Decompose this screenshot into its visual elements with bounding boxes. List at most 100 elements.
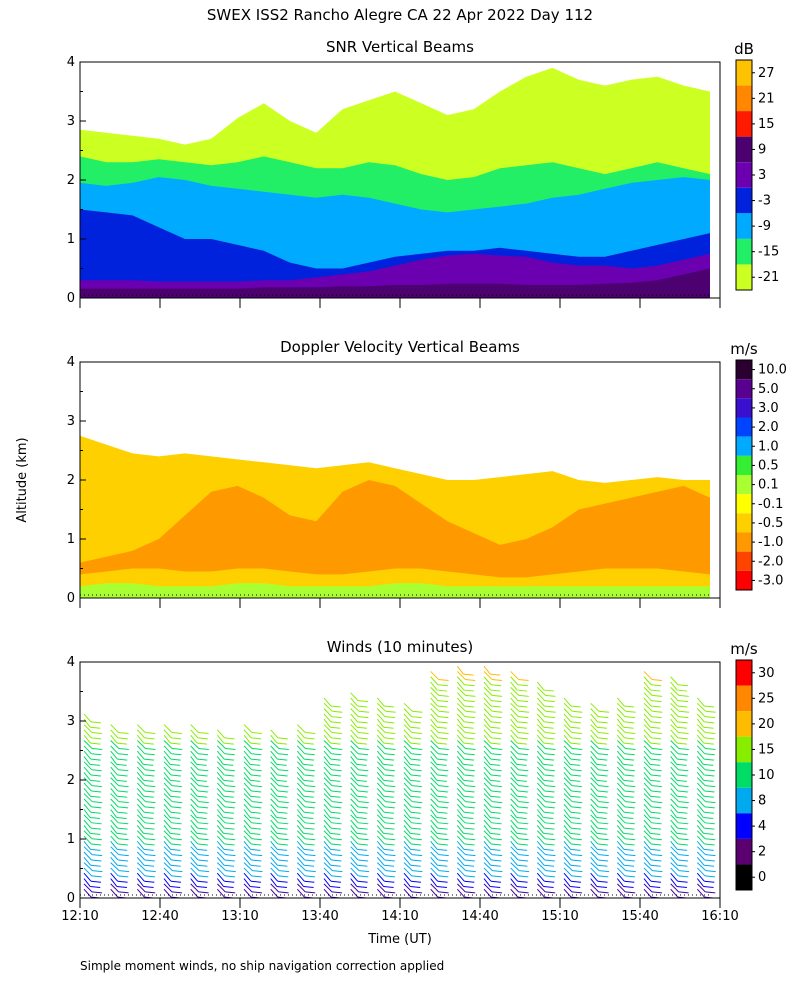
wind-barb — [243, 782, 262, 793]
wind-barb — [243, 862, 263, 873]
wind-barb — [110, 724, 129, 735]
wind-barb — [403, 718, 421, 729]
wind-barb — [110, 867, 129, 878]
wind-barb — [536, 835, 555, 846]
wind-barb — [243, 867, 262, 878]
wind-barb — [483, 671, 502, 681]
wind-barb — [190, 724, 209, 735]
wind-barb — [403, 766, 422, 777]
wind-barb — [536, 708, 556, 719]
wind-barb — [376, 798, 395, 809]
wind-barb — [296, 856, 315, 867]
wind-barb — [643, 809, 661, 819]
wind-barb — [510, 867, 529, 878]
wind-barb — [110, 798, 129, 809]
wind-barb — [243, 740, 263, 750]
wind-barb — [456, 846, 476, 857]
wind-barb — [456, 798, 475, 809]
wind-barb — [216, 803, 235, 814]
wind-barb — [136, 803, 155, 814]
wind-barb — [403, 756, 421, 766]
wind-barb — [270, 761, 289, 772]
wind-barb — [590, 713, 608, 724]
wind-barb — [136, 734, 154, 745]
wind-barb — [350, 803, 368, 814]
colorbar-label: -0.1 — [758, 497, 783, 512]
wind-barb — [243, 772, 261, 782]
wind-barb — [456, 697, 475, 708]
wind-barb — [296, 830, 316, 841]
wind-barb — [483, 798, 502, 809]
wind-barb — [323, 841, 341, 851]
wind-barb — [216, 883, 236, 894]
wind-barb — [616, 851, 635, 862]
wind-barb — [430, 798, 449, 809]
wind-barb — [590, 734, 608, 745]
wind-barb — [670, 772, 687, 782]
wind-barb — [403, 713, 422, 724]
wind-barb — [510, 830, 529, 841]
wind-barb — [350, 692, 369, 703]
wind-barb — [136, 830, 156, 841]
wind-barb — [403, 862, 423, 873]
wind-barb — [563, 782, 582, 793]
wind-barb — [110, 729, 128, 740]
wind-barb — [323, 819, 342, 830]
wind-barb — [376, 825, 394, 835]
wind-barb — [696, 846, 716, 857]
wind-barb — [510, 872, 528, 883]
wind-barb — [696, 841, 714, 851]
wind-barb — [670, 787, 688, 798]
wind-barb — [270, 883, 289, 894]
wind-barb — [430, 692, 449, 703]
wind-barb — [216, 888, 235, 898]
wind-barb — [590, 846, 609, 857]
wind-barb — [323, 708, 342, 719]
wind-barb — [616, 708, 636, 719]
wind-barb — [270, 787, 288, 798]
wind-barb — [430, 676, 448, 687]
wind-barb — [643, 835, 662, 846]
wind-barb — [536, 883, 556, 894]
wind-barb — [243, 724, 262, 735]
wind-barb — [643, 697, 661, 708]
wind-barb — [243, 878, 261, 889]
wind-barb — [670, 872, 688, 883]
wind-barb — [563, 766, 582, 777]
wind-barb — [403, 841, 421, 851]
colorbar-label: 25 — [758, 691, 775, 706]
wind-barb — [136, 851, 155, 862]
wind-barb — [83, 809, 101, 819]
x-axis-label: Time (UT) — [367, 932, 432, 947]
colorbar-swatch — [736, 813, 752, 839]
wind-barb — [430, 671, 449, 681]
colorbar-swatch — [736, 787, 752, 814]
wind-barb — [563, 718, 581, 729]
x-tick-label: 15:10 — [541, 909, 578, 924]
wind-barb — [430, 888, 448, 898]
colorbar-swatch — [736, 711, 752, 737]
wind-barb — [483, 787, 501, 798]
wind-barb — [323, 830, 342, 841]
wind-barb — [483, 702, 503, 713]
wind-barb — [110, 819, 128, 830]
wind-barb — [563, 793, 583, 804]
wind-barb — [376, 772, 394, 782]
wind-barb — [430, 713, 448, 724]
wind-barb — [216, 766, 235, 777]
wind-barb — [563, 878, 581, 889]
colorbar-unit: m/s — [730, 640, 758, 658]
wind-barb — [110, 846, 129, 857]
wind-barb — [243, 819, 262, 830]
wind-barb — [243, 846, 263, 857]
wind-barb — [456, 750, 475, 761]
wind-barb — [590, 718, 607, 729]
wind-barb — [190, 793, 209, 804]
colorbar-swatch — [736, 213, 752, 239]
winds-barbs — [83, 665, 716, 898]
doppler-axes: 0 1 2 3 4 — [67, 355, 721, 608]
y-tick-label: 2 — [67, 473, 75, 488]
wind-barb — [590, 819, 608, 830]
wind-barb — [403, 729, 422, 740]
wind-barb — [270, 867, 289, 878]
